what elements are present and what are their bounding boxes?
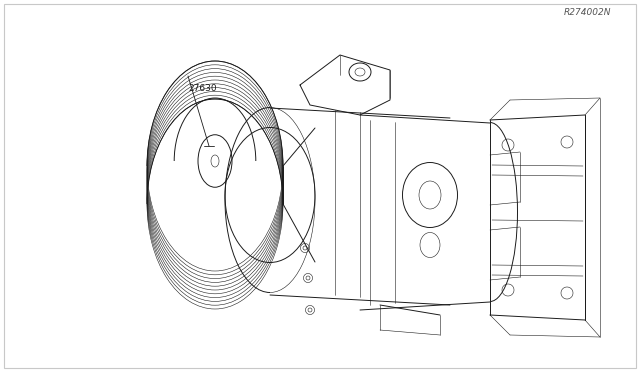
- Text: 27630: 27630: [188, 84, 216, 93]
- Text: R274002N: R274002N: [564, 8, 611, 17]
